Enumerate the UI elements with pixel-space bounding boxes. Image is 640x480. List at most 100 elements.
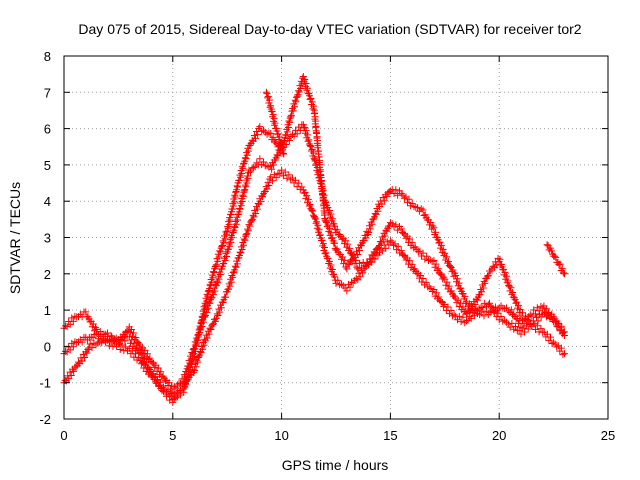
data-point — [313, 166, 321, 174]
data-point — [428, 257, 436, 265]
data-point — [306, 201, 314, 209]
data-point — [72, 363, 80, 371]
data-point — [93, 329, 101, 337]
data-point — [68, 314, 76, 322]
data-point — [365, 229, 373, 237]
data-point — [237, 202, 245, 210]
data-point — [524, 325, 532, 333]
data-point — [186, 359, 194, 367]
data-point — [236, 205, 244, 213]
data-point — [325, 207, 333, 215]
data-point — [242, 231, 250, 239]
data-point — [237, 166, 245, 174]
data-point — [551, 252, 559, 260]
data-point — [318, 237, 326, 245]
data-point — [130, 329, 138, 337]
data-point — [361, 264, 369, 272]
data-point — [137, 345, 145, 353]
data-point — [288, 131, 296, 139]
data-point — [221, 257, 229, 265]
data-point — [322, 249, 330, 257]
data-point — [328, 215, 336, 223]
data-point — [386, 237, 394, 245]
data-point — [263, 130, 271, 138]
data-point — [250, 163, 258, 171]
data-point — [122, 343, 130, 351]
data-point — [66, 320, 74, 328]
data-point — [182, 381, 190, 389]
x-tick-label: 15 — [383, 428, 397, 443]
data-point — [292, 176, 300, 184]
data-point — [214, 312, 222, 320]
data-point — [557, 344, 565, 352]
data-point — [421, 211, 429, 219]
data-point — [170, 390, 178, 398]
data-point — [509, 288, 517, 296]
data-point — [285, 137, 293, 145]
data-point — [408, 239, 416, 247]
data-point — [490, 307, 498, 315]
data-point — [325, 224, 333, 232]
data-point — [102, 337, 110, 345]
data-point — [346, 245, 354, 253]
data-point — [203, 308, 211, 316]
data-point — [525, 316, 533, 324]
data-point — [517, 330, 525, 338]
data-point — [559, 269, 567, 277]
data-point — [158, 384, 166, 392]
data-point — [189, 346, 197, 354]
data-point — [333, 226, 341, 234]
data-point — [381, 232, 389, 240]
data-point — [477, 303, 485, 311]
data-point — [62, 347, 70, 355]
data-point — [302, 79, 310, 87]
data-point — [83, 349, 91, 357]
data-point — [336, 281, 344, 289]
data-point — [308, 145, 316, 153]
data-point — [546, 333, 554, 341]
data-point — [419, 206, 427, 214]
data-point — [225, 285, 233, 293]
data-point — [131, 350, 139, 358]
y-tick-label: -1 — [39, 376, 51, 391]
data-point — [116, 345, 124, 353]
data-point — [263, 185, 271, 193]
data-point — [184, 362, 192, 370]
data-point — [244, 227, 252, 235]
data-point — [502, 272, 510, 280]
data-point — [512, 323, 520, 331]
data-point — [393, 246, 401, 254]
y-tick-label: 3 — [44, 231, 51, 246]
data-point — [419, 275, 427, 283]
data-point — [226, 242, 234, 250]
data-point — [372, 210, 380, 218]
data-point — [332, 279, 340, 287]
data-point — [278, 166, 286, 174]
data-point — [550, 338, 558, 346]
data-point — [89, 334, 97, 342]
data-point — [397, 190, 405, 198]
x-axis-label: GPS time / hours — [282, 457, 389, 473]
data-point — [475, 305, 483, 313]
data-point — [107, 332, 115, 340]
data-point — [229, 202, 237, 210]
data-point — [406, 257, 414, 265]
data-point — [308, 98, 316, 106]
data-point — [500, 265, 508, 273]
data-point — [560, 350, 568, 358]
data-point — [476, 291, 484, 299]
data-point — [287, 111, 295, 119]
data-point — [69, 317, 77, 325]
data-point — [519, 309, 527, 317]
data-point — [434, 265, 442, 273]
data-point — [356, 246, 364, 254]
y-tick-label: 5 — [44, 158, 51, 173]
data-point — [212, 282, 220, 290]
data-point — [331, 239, 339, 247]
data-point — [92, 324, 100, 332]
data-point — [452, 271, 460, 279]
data-point — [419, 249, 427, 257]
data-point — [519, 324, 527, 332]
y-tick-label: 4 — [44, 194, 51, 209]
data-point — [201, 313, 209, 321]
